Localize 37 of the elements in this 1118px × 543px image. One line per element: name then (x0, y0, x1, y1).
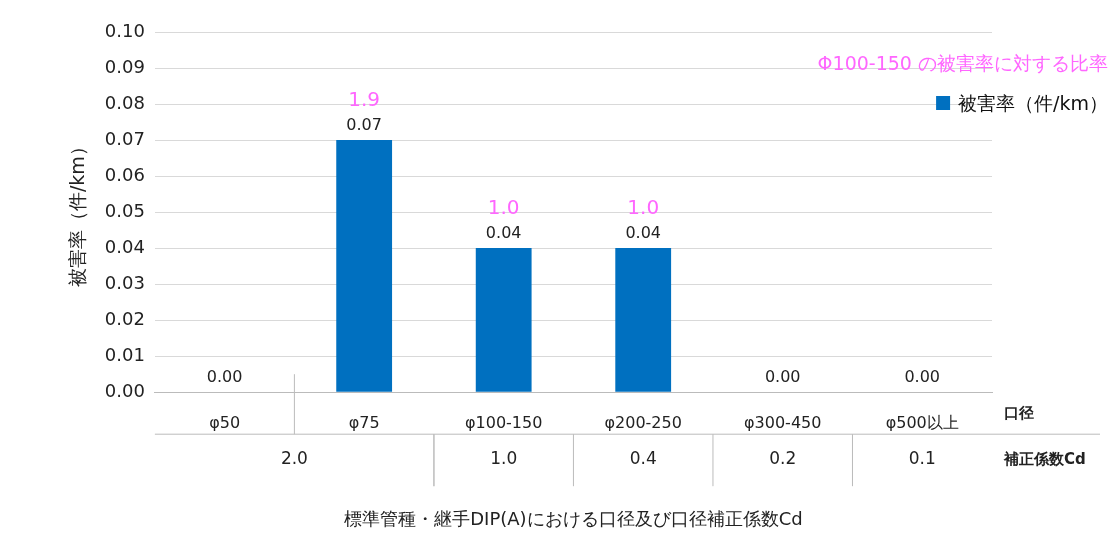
data-label: 0.00 (904, 367, 941, 387)
text: 0.4 (629, 448, 657, 469)
text: 2.0 (280, 448, 308, 469)
x-tick-label: φ500以上 (885, 412, 959, 432)
legend-label: 被害率（件/km） (958, 92, 1108, 114)
text: 0.01 (104, 343, 145, 365)
annotation: 1.9 (348, 87, 381, 112)
text: 0.10 (104, 19, 145, 41)
annotation: 1.0 (627, 195, 660, 220)
text: 0.07 (104, 127, 145, 149)
text: 0.1 (908, 448, 936, 469)
data-label: 0.00 (764, 367, 801, 387)
text: 0.2 (769, 448, 797, 469)
text: 0.08 (104, 91, 145, 113)
text: 補正係数Cd (1003, 450, 1086, 469)
x-tick-label: φ75 (348, 412, 380, 432)
text: 0.04 (104, 235, 145, 257)
text: 0.09 (104, 55, 145, 77)
data-label: 0.00 (206, 367, 243, 387)
x-tick-label: φ100-150 (464, 412, 543, 432)
data-label: 0.04 (625, 223, 662, 243)
x-tick-label: φ300-450 (744, 412, 822, 432)
text: 0.06 (104, 163, 145, 185)
annotation: 1.0 (487, 195, 520, 220)
text: 1.0 (490, 448, 518, 469)
text: 0.03 (104, 271, 145, 293)
data-label: 0.07 (346, 115, 382, 135)
annotation: Φ100-150 の被害率に対する比率 (817, 52, 1108, 74)
x-tick-label: φ200-250 (604, 412, 682, 432)
x-axis-title: 標準管種・継手DIP(A)における口径及び口径補正係数Cd (344, 507, 803, 529)
text: 0.02 (104, 307, 145, 329)
text: 0.00 (104, 379, 145, 401)
text: 0.05 (104, 199, 145, 221)
data-label: 0.04 (485, 223, 522, 243)
x-tick-label: φ50 (209, 412, 241, 432)
y-axis-title: 被害率（件/km） (66, 137, 89, 288)
text: 口径 (1004, 404, 1034, 423)
